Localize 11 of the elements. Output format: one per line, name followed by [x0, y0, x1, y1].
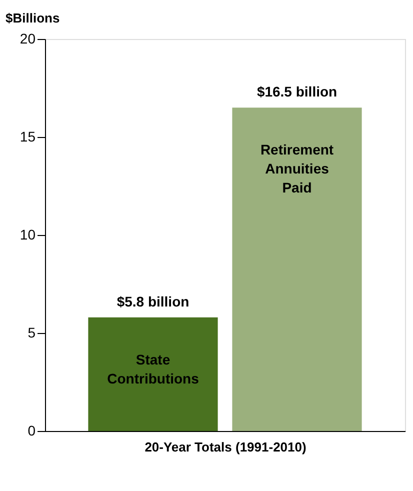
- x-tick-label: Retirement Annuities Paid: [260, 142, 334, 196]
- x-tick-label: State Contributions: [107, 351, 200, 386]
- y-tick-label: 20: [20, 30, 36, 46]
- x-axis-title: 20-Year Totals (1991-2010): [144, 440, 306, 454]
- y-axis-title: $Billions: [6, 10, 60, 26]
- y-tick-label: 0: [28, 422, 36, 438]
- y-tick-label: 5: [28, 324, 36, 340]
- data-label: $5.8 billion: [116, 293, 190, 310]
- y-tick-label: 15: [20, 128, 36, 144]
- data-label: $16.5 billion: [256, 84, 338, 100]
- y-tick-label: 10: [20, 226, 36, 242]
